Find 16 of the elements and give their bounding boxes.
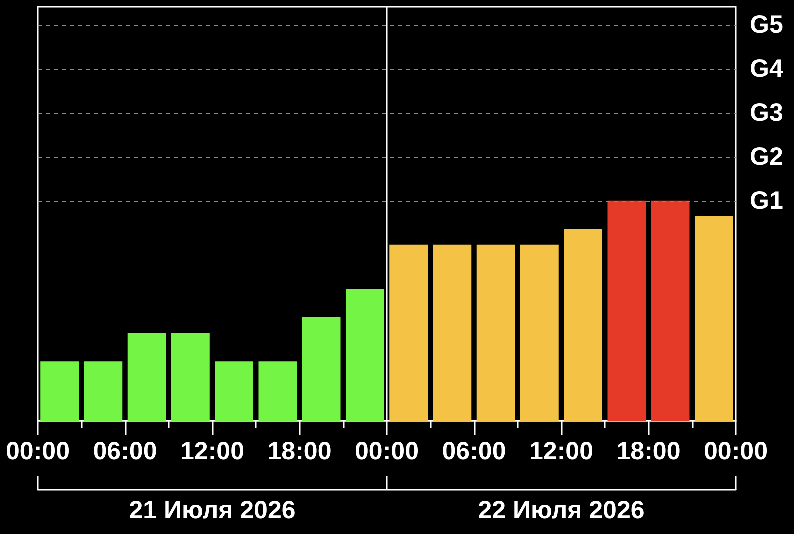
x-tick-label: 12:00 — [530, 438, 594, 466]
ref-line-label: G2 — [750, 142, 784, 171]
x-tick-label: 06:00 — [93, 438, 158, 466]
x-tick-label: 12:00 — [180, 438, 244, 466]
x2-tick-label: 22 Июля 2026 — [478, 496, 645, 524]
ref-line-label: G4 — [750, 54, 784, 83]
x-tick-label: 00:00 — [6, 438, 70, 466]
x-tick-label: 00:00 — [704, 438, 768, 466]
x-tick-label: 18:00 — [616, 438, 681, 466]
ref-line-label: G5 — [750, 10, 784, 39]
x-tick-label: 00:00 — [355, 438, 419, 466]
ref-line-label: G3 — [750, 98, 784, 127]
ref-line-label: G1 — [750, 186, 784, 215]
x-tick-label: 06:00 — [442, 438, 506, 466]
x2-tick-label: 21 Июля 2026 — [129, 496, 296, 524]
x-tick-label: 18:00 — [268, 438, 332, 466]
